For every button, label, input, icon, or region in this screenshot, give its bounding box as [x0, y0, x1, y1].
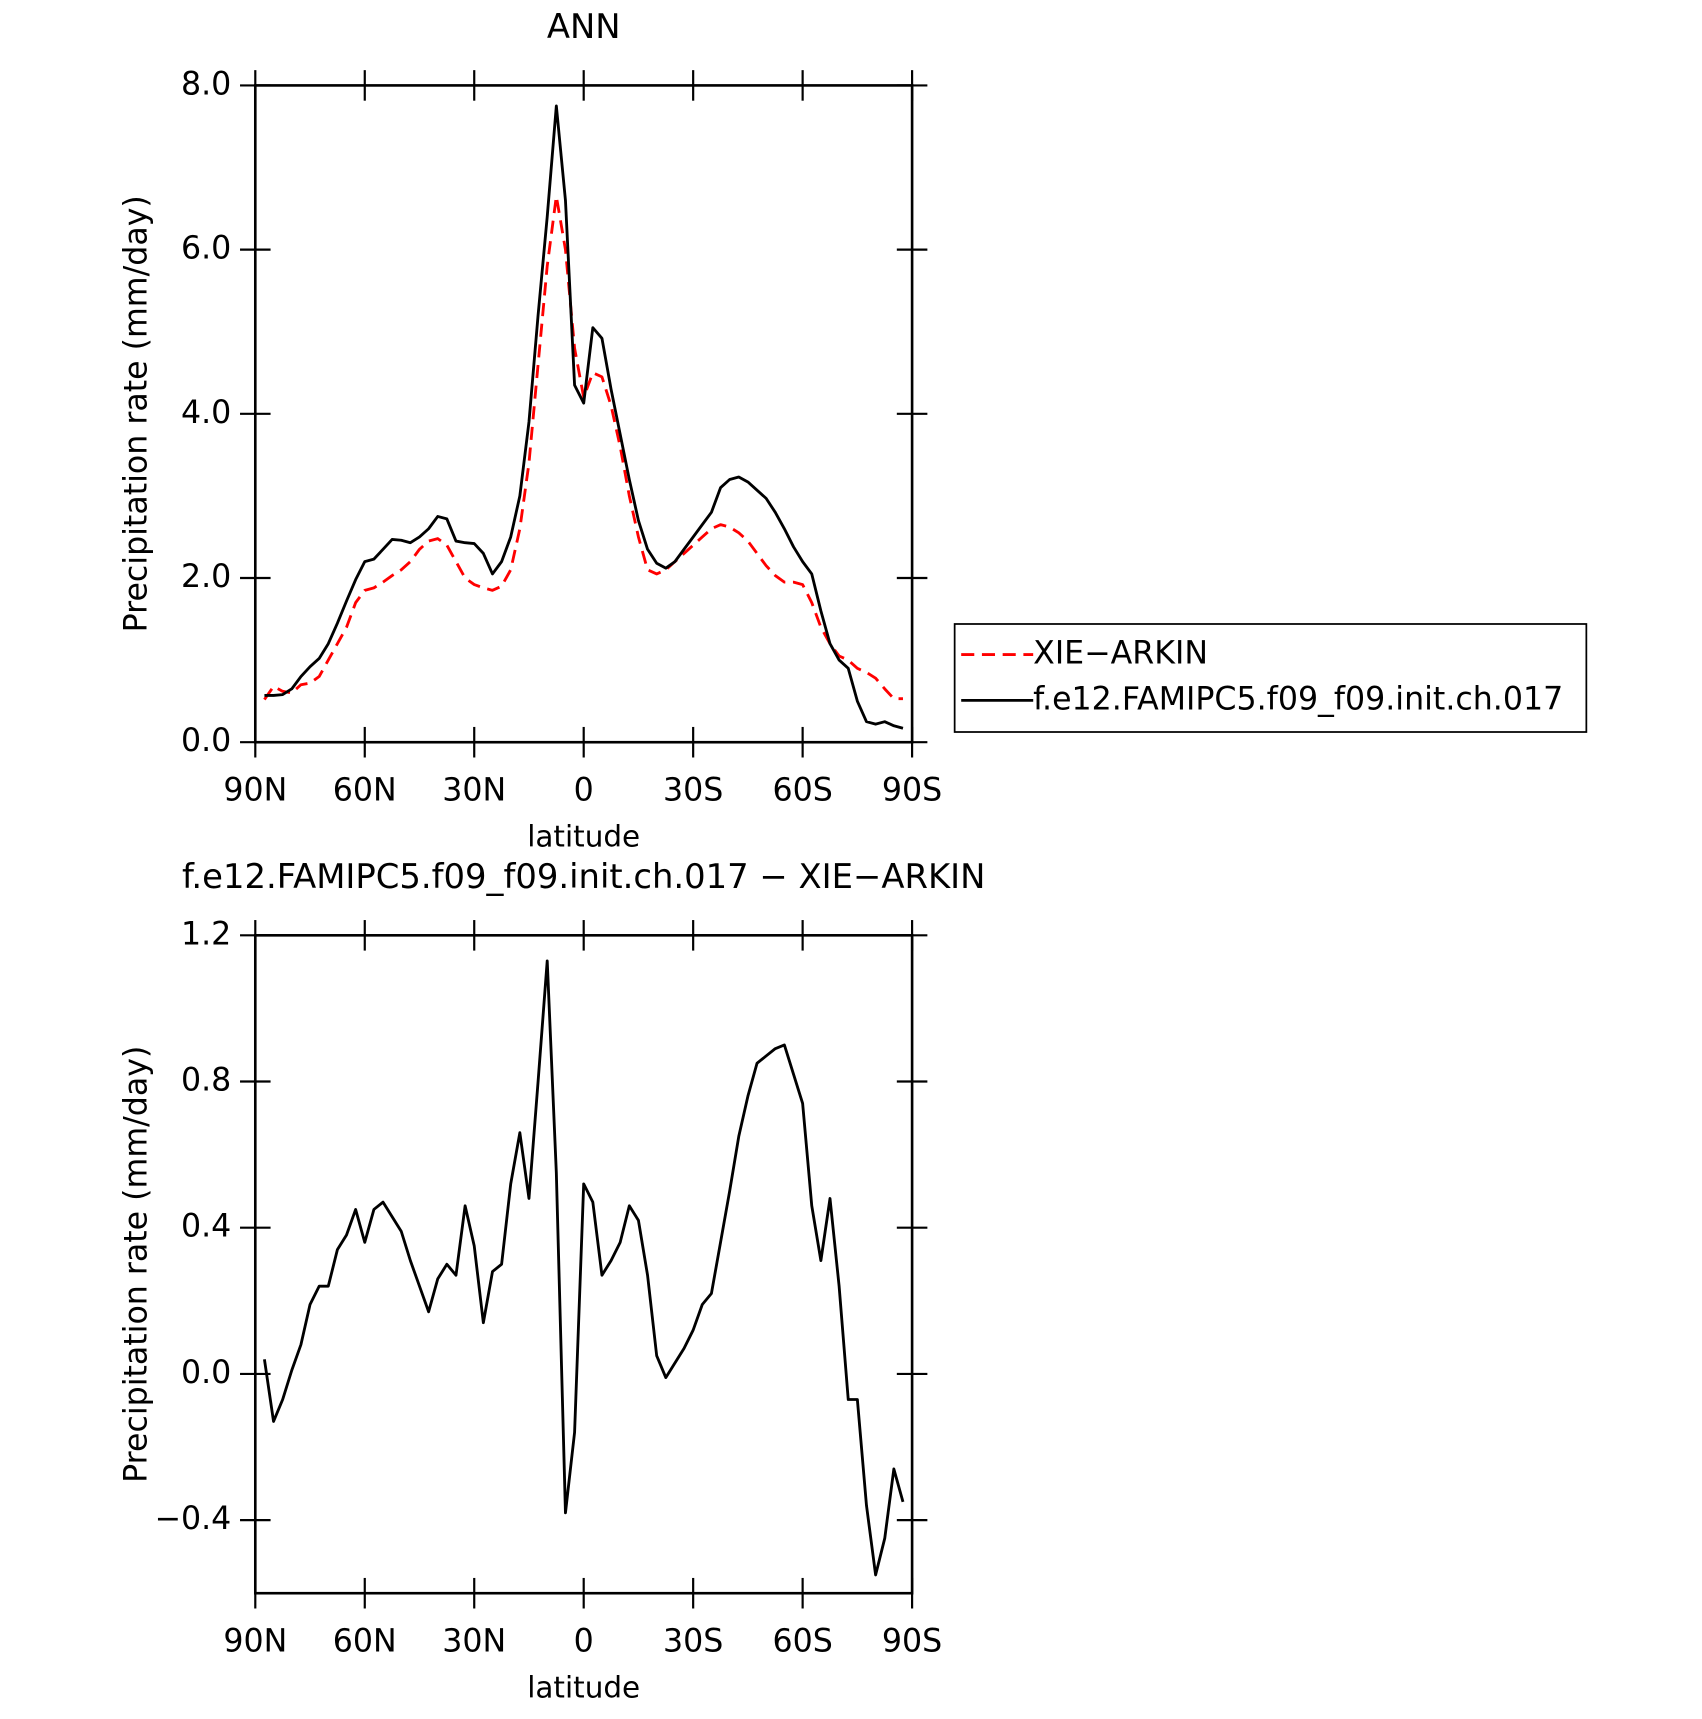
data-line: [263, 194, 903, 701]
x-tick-label: 30N: [442, 772, 506, 808]
x-tick-label: 30N: [442, 1623, 506, 1659]
x-tick-label: 0: [574, 772, 594, 808]
y-axis-label: Precipitation rate (mm/day): [118, 195, 154, 632]
x-tick-label: 60S: [772, 772, 832, 808]
y-tick-label: 0.0: [181, 1355, 231, 1391]
y-tick-label: 0.0: [181, 723, 231, 759]
legend-label: f.e12.FAMIPC5.f09_f09.init.ch.017: [1033, 681, 1563, 717]
y-tick-label: 4.0: [181, 395, 231, 431]
y-tick-label: 0.4: [181, 1209, 231, 1245]
y-tick-label: 2.0: [181, 559, 231, 595]
x-axis-label: latitude: [527, 820, 640, 854]
x-axis-label: latitude: [527, 1671, 640, 1705]
x-tick-label: 90N: [223, 772, 287, 808]
x-tick-label: 60N: [333, 772, 397, 808]
x-tick-label: 60N: [333, 1623, 397, 1659]
data-line: [264, 104, 904, 730]
x-tick-label: 90S: [882, 772, 942, 808]
x-tick-label: 90N: [223, 1623, 287, 1659]
plot-frame: [253, 84, 914, 744]
legend-box: [953, 623, 1588, 733]
legend-label: XIE−ARKIN: [1033, 636, 1208, 672]
x-tick-label: 90S: [882, 1623, 942, 1659]
x-tick-label: 60S: [772, 1623, 832, 1659]
y-tick-label: −0.4: [155, 1501, 232, 1537]
plot-frame: [253, 934, 914, 1595]
chart-title: ANN: [547, 7, 621, 46]
y-tick-label: 0.8: [181, 1063, 231, 1099]
legend: XIE−ARKIN f.e12.FAMIPC5.f09_f09.init.ch.0…: [953, 623, 1588, 733]
x-tick-label: 30S: [663, 1623, 723, 1659]
x-tick-label: 0: [574, 1623, 594, 1659]
y-tick-label: 1.2: [181, 916, 231, 952]
x-tick-label: 30S: [663, 772, 723, 808]
y-tick-label: 6.0: [181, 231, 231, 267]
data-line: [263, 959, 905, 1577]
y-axis-label: Precipitation rate (mm/day): [118, 1046, 154, 1483]
chart-title: f.e12.FAMIPC5.f09_f09.init.ch.017 − XIE−…: [182, 857, 985, 896]
y-tick-label: 8.0: [181, 66, 231, 102]
